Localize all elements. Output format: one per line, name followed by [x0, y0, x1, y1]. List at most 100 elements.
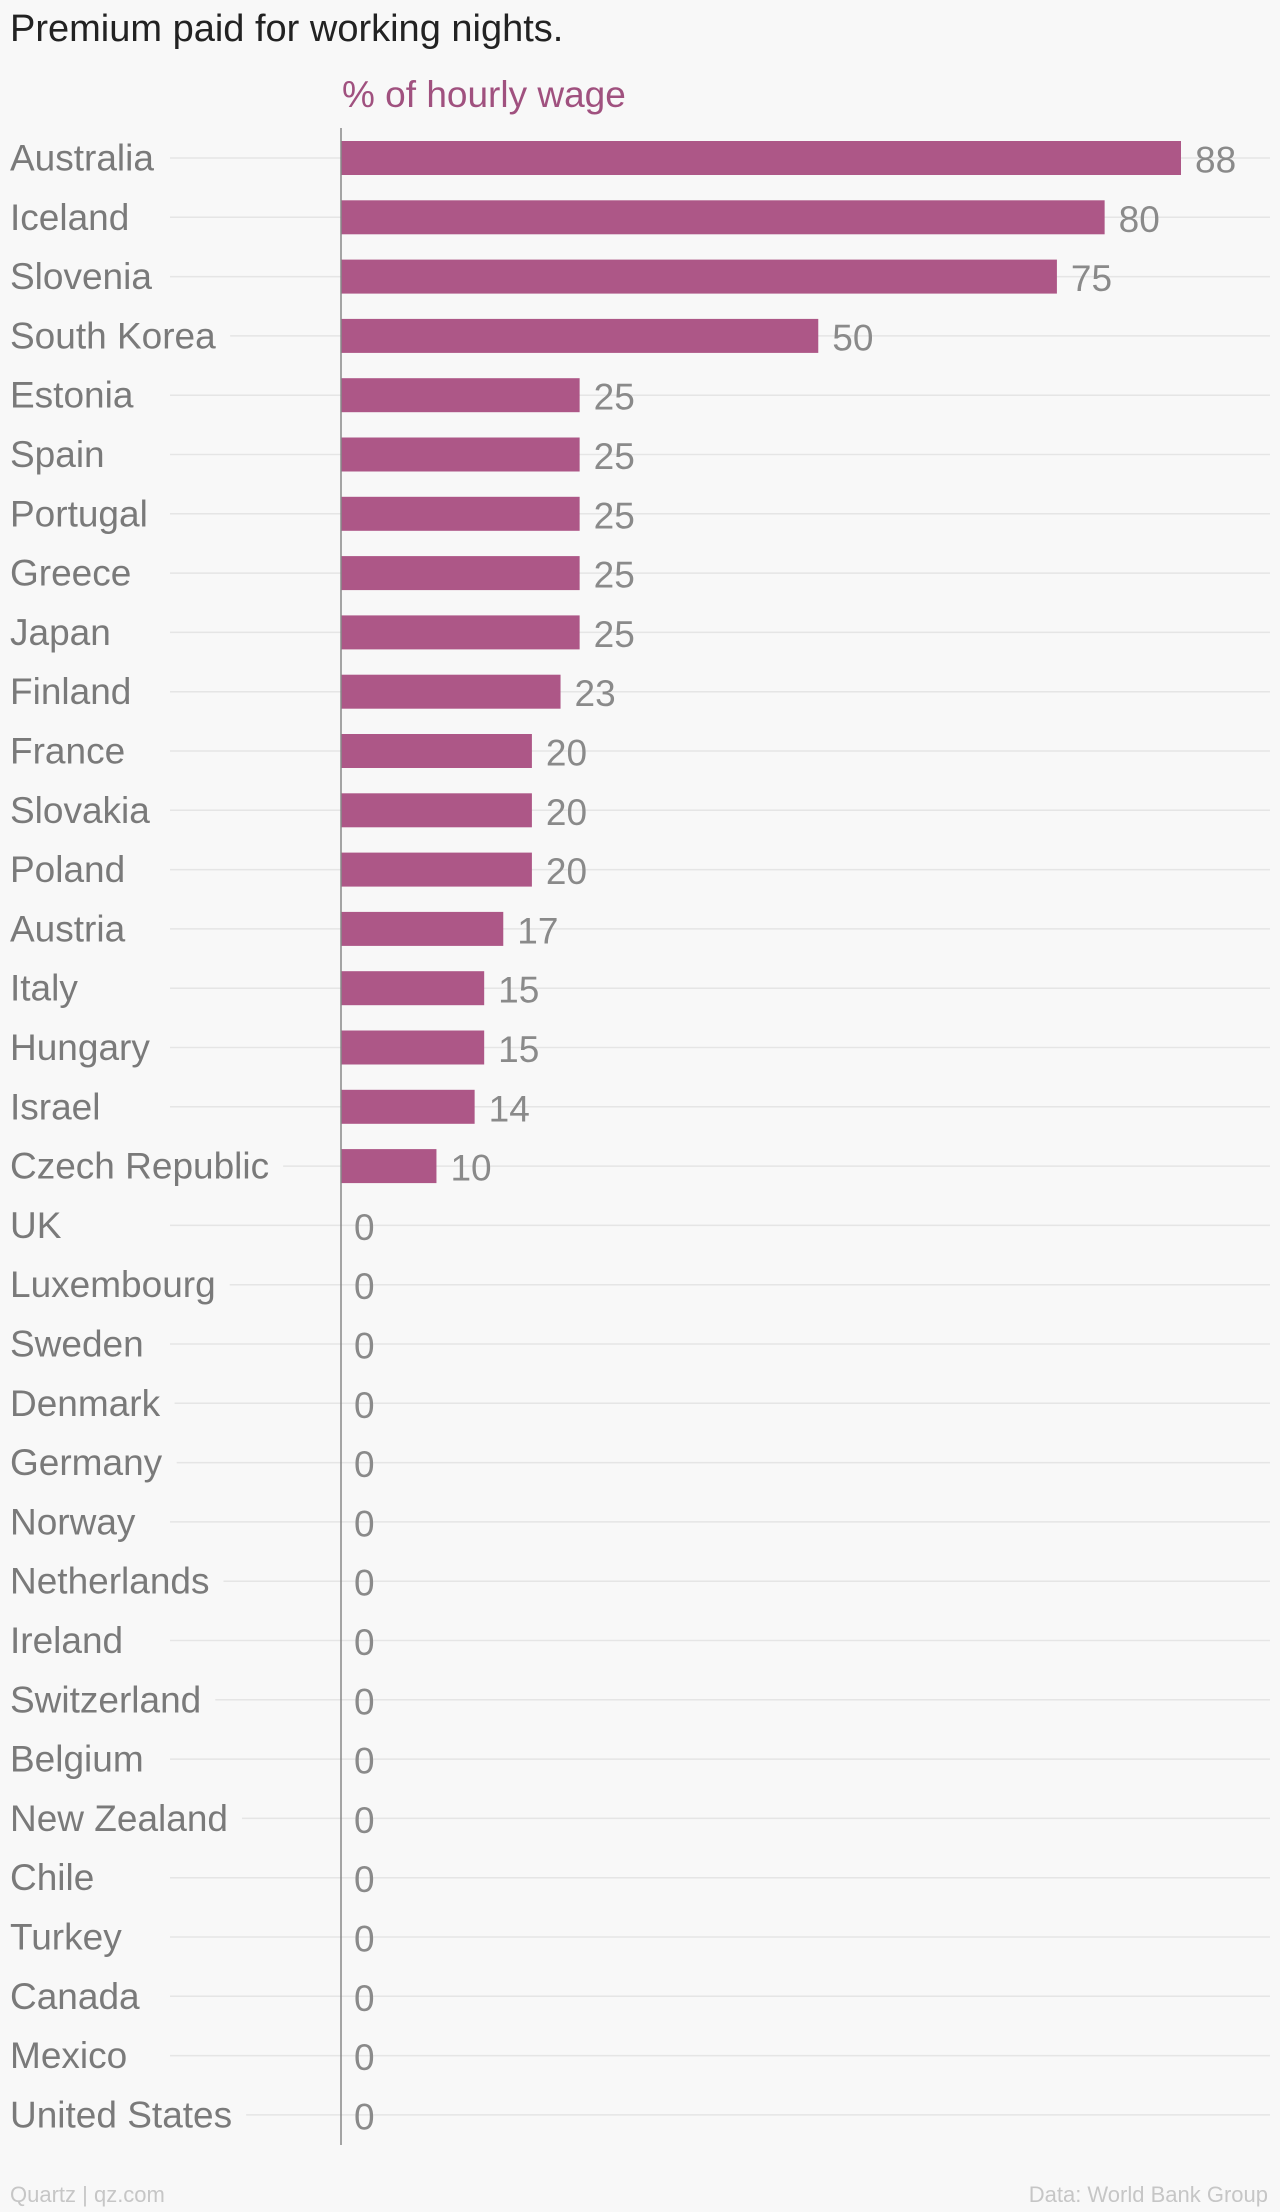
value-label: 15 [498, 1029, 539, 1070]
label-background [8, 196, 144, 238]
bar [341, 556, 580, 591]
label-background [8, 1975, 155, 2017]
label-background [8, 2035, 142, 2077]
value-label: 75 [1071, 258, 1112, 299]
label-background [8, 1679, 216, 1721]
category-label: Poland [10, 849, 125, 890]
category-label: Denmark [10, 1383, 161, 1424]
value-label: 0 [354, 1681, 375, 1722]
category-label: Hungary [10, 1027, 150, 1068]
bar [341, 1149, 437, 1184]
bar [341, 793, 532, 828]
label-background [8, 967, 93, 1009]
bar [341, 674, 561, 709]
label-background [8, 1501, 150, 1543]
value-label: 20 [546, 851, 587, 892]
value-label: 0 [354, 1563, 375, 1604]
bar [341, 1030, 485, 1065]
value-label: 0 [354, 1444, 375, 1485]
bar [341, 378, 580, 413]
value-label: 0 [354, 2037, 375, 2078]
label-background [8, 1857, 109, 1899]
value-label: 17 [517, 910, 558, 951]
value-label: 88 [1195, 140, 1236, 181]
category-label: Portugal [10, 493, 148, 534]
value-label: 25 [594, 495, 635, 536]
bar [341, 437, 580, 472]
category-label: Czech Republic [10, 1146, 269, 1187]
label-background [8, 849, 140, 891]
category-label: UK [10, 1205, 62, 1246]
label-background [8, 493, 162, 535]
label-background [8, 1738, 158, 1780]
value-label: 0 [354, 1266, 375, 1307]
value-label: 0 [354, 1859, 375, 1900]
category-label: Austria [10, 908, 126, 949]
category-label: France [10, 731, 125, 772]
footer-credit: Quartz | qz.com [10, 2182, 165, 2207]
category-label: Chile [10, 1857, 94, 1898]
category-label: United States [10, 2094, 232, 2135]
category-label: Australia [10, 138, 154, 179]
value-label: 0 [354, 1741, 375, 1782]
label-background [8, 1027, 165, 1068]
value-label: 10 [450, 1148, 491, 1189]
value-label: 25 [594, 436, 635, 477]
category-label: Italy [10, 968, 78, 1009]
category-label: Finland [10, 671, 131, 712]
value-label: 0 [354, 1919, 375, 1960]
value-label: 20 [546, 733, 587, 774]
category-label: Switzerland [10, 1679, 201, 1720]
label-background [8, 1204, 76, 1246]
label-background [8, 1560, 224, 1602]
category-label: Mexico [10, 2035, 127, 2076]
label-background [8, 552, 146, 594]
category-label: Sweden [10, 1324, 144, 1365]
value-label: 25 [594, 614, 635, 655]
value-label: 23 [575, 673, 616, 714]
label-background [8, 315, 231, 357]
label-background [8, 671, 146, 713]
value-label: 80 [1119, 199, 1160, 240]
bar [341, 911, 504, 946]
bar [341, 259, 1057, 294]
bar [341, 852, 532, 887]
value-label: 0 [354, 1326, 375, 1367]
value-label: 50 [832, 317, 873, 358]
category-label: Israel [10, 1086, 100, 1127]
category-label: Greece [10, 553, 131, 594]
bar [341, 615, 580, 650]
label-background [8, 1323, 158, 1365]
bar [341, 734, 532, 768]
label-background [8, 2094, 247, 2136]
category-label: Canada [10, 1976, 140, 2017]
value-label: 15 [498, 970, 539, 1011]
category-label: Slovenia [10, 256, 152, 297]
label-background [8, 1620, 138, 1661]
label-background [8, 908, 140, 950]
category-label: Luxembourg [10, 1264, 216, 1305]
bar [341, 496, 580, 531]
category-label: Spain [10, 434, 105, 475]
category-label: New Zealand [10, 1798, 228, 1839]
value-label: 0 [354, 1207, 375, 1248]
label-background [8, 1145, 284, 1187]
label-background [8, 1086, 115, 1128]
bar [341, 141, 1181, 175]
label-background [8, 730, 140, 772]
label-background [8, 1382, 175, 1424]
value-label: 25 [594, 555, 635, 596]
label-background [8, 434, 119, 475]
category-label: Slovakia [10, 790, 150, 831]
category-label: Ireland [10, 1620, 123, 1661]
bar [341, 200, 1105, 235]
label-background [8, 789, 165, 831]
category-label: Iceland [10, 197, 129, 238]
category-label: Norway [10, 1501, 136, 1542]
category-label: Japan [10, 612, 111, 653]
value-label: 14 [489, 1088, 530, 1129]
category-label: Germany [10, 1442, 163, 1483]
label-background [8, 1442, 177, 1484]
value-label: 0 [354, 1385, 375, 1426]
